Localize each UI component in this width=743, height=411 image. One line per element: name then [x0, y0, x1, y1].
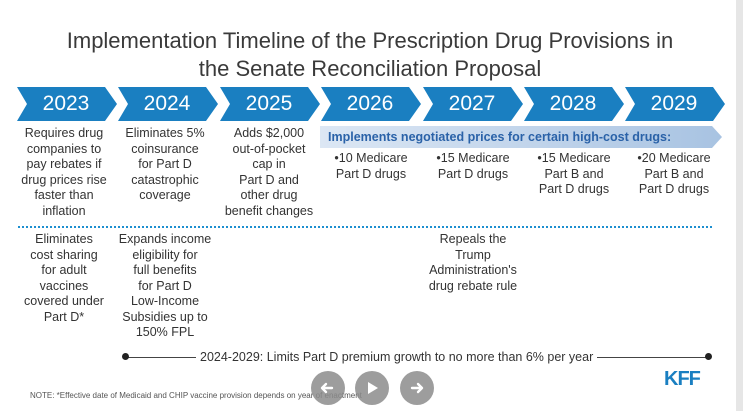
provision-2027-rebate-rule: Repeals the Trump Administration's drug …	[418, 232, 528, 294]
year-chevron-2026: 2026	[321, 87, 423, 121]
text-line: Expands income	[118, 232, 212, 246]
year-chevron-2028: 2028	[524, 87, 626, 121]
text-line: coinsurance	[131, 141, 199, 156]
text-line: Part B and	[644, 166, 704, 181]
text-line: out-of-pocket	[232, 141, 306, 156]
text-line: pay rebates if	[26, 157, 102, 171]
chevron-shape	[423, 87, 523, 121]
text-line: Low-Income	[130, 294, 200, 308]
text-line: Requires drug	[24, 126, 104, 140]
text-line: catastrophic	[131, 172, 199, 187]
year-label: 2026	[346, 92, 394, 115]
provision-2024-lis: Expands income eligibility for full bene…	[112, 232, 218, 341]
text-line: •15 Medicare	[436, 151, 510, 165]
year-label: 2028	[549, 92, 597, 115]
text-line: •10 Medicare	[334, 151, 408, 165]
text-line: Repeals the	[439, 232, 507, 246]
text-line: full benefits	[133, 263, 197, 277]
footnote: NOTE: *Effective date of Medicaid and CH…	[30, 391, 362, 400]
kff-logo: KFF	[664, 368, 701, 390]
year-label: 2023	[42, 92, 90, 115]
text-line: Adds $2,000	[233, 126, 305, 140]
banner-arrow-shape	[320, 126, 722, 148]
negotiated-prices-banner: Implements negotiated prices for certain…	[320, 126, 722, 148]
chevron-shape	[220, 87, 320, 121]
year-label: 2029	[650, 92, 698, 115]
text-line: inflation	[42, 203, 86, 218]
chevron-shape	[524, 87, 624, 121]
page-title: Implementation Timeline of the Prescript…	[20, 27, 720, 83]
chevron-shape	[625, 87, 725, 121]
year-chevron-2027: 2027	[423, 87, 525, 121]
text-line: vaccines	[39, 278, 89, 293]
text-line: Subsidies up to	[122, 309, 208, 324]
text-line: coverage	[139, 188, 191, 202]
play-icon	[368, 382, 378, 394]
text-line: companies to	[26, 141, 102, 156]
chevron-shape	[321, 87, 421, 121]
text-line: Part B and	[544, 166, 604, 181]
text-line: for Part D	[138, 157, 192, 171]
provision-2026-negotiated: •10 Medicare Part D drugs	[320, 151, 422, 182]
text-line: Part D drugs	[538, 182, 610, 196]
text-line: Part D drugs	[638, 182, 710, 196]
text-line: 150% FPL	[135, 325, 195, 339]
banner-text: Implements negotiated prices for certain…	[328, 130, 672, 144]
text-line: other drug	[240, 188, 298, 202]
year-chevron-2023: 2023	[17, 87, 119, 121]
text-line: cost sharing	[30, 247, 98, 262]
timeline-start-dot	[122, 353, 129, 360]
year-chevron-2025: 2025	[220, 87, 322, 121]
text-line: faster than	[34, 188, 94, 202]
text-line: Part D and	[239, 172, 299, 187]
provision-2025-oop-cap: Adds $2,000 out-of-pocket cap in Part D …	[216, 126, 322, 219]
title-line-1: Implementation Timeline of the Prescript…	[66, 28, 674, 53]
text-line: benefit changes	[224, 203, 314, 218]
text-line: covered under	[24, 294, 104, 308]
text-line: drug rebate rule	[428, 278, 518, 293]
text-line: eligibility for	[132, 247, 198, 262]
provision-2027-negotiated: •15 Medicare Part D drugs	[422, 151, 524, 182]
year-label: 2025	[245, 92, 293, 115]
text-line: drug prices rise	[21, 172, 107, 187]
prev-button[interactable]	[311, 371, 345, 405]
premium-growth-limit: 2024-2029: Limits Part D premium growth …	[196, 348, 598, 366]
play-button[interactable]	[355, 371, 389, 405]
text-line: Eliminates 5%	[125, 126, 205, 140]
chevron-shape	[118, 87, 218, 121]
text-line: for Part D	[138, 278, 192, 293]
year-label: 2027	[448, 92, 496, 115]
next-button[interactable]	[400, 371, 434, 405]
text-line: •15 Medicare	[537, 151, 611, 165]
text-line: •20 Medicare	[637, 151, 711, 165]
provision-2023-rebates: Requires drug companies to pay rebates i…	[12, 126, 116, 219]
text-line: Eliminates	[35, 232, 93, 246]
arrow-right-icon	[410, 382, 424, 394]
timeline-end-dot	[705, 353, 712, 360]
text-line: cap in	[252, 157, 286, 171]
chevron-shape	[17, 87, 117, 121]
provision-2028-negotiated: •15 Medicare Part B and Part D drugs	[523, 151, 625, 198]
year-chevron-2024: 2024	[118, 87, 220, 121]
provision-2029-negotiated: •20 Medicare Part B and Part D drugs	[622, 151, 726, 198]
text-line: for adult	[41, 263, 87, 277]
text-line: Part D drugs	[437, 166, 509, 181]
text-line: Administration's	[429, 263, 517, 277]
text-line: Part D*	[43, 309, 85, 324]
title-line-2: the Senate Reconciliation Proposal	[198, 56, 542, 81]
year-chevron-2029: 2029	[625, 87, 727, 121]
arrow-left-icon	[320, 382, 334, 394]
provision-2023-vaccines: Eliminates cost sharing for adult vaccin…	[12, 232, 116, 325]
text-line: Part D drugs	[335, 166, 407, 181]
provision-2024-coinsurance: Eliminates 5% coinsurance for Part D cat…	[114, 126, 216, 204]
text-line: Trump	[455, 247, 491, 262]
year-label: 2024	[143, 92, 191, 115]
row-divider	[18, 226, 712, 228]
scroll-edge	[736, 0, 743, 411]
